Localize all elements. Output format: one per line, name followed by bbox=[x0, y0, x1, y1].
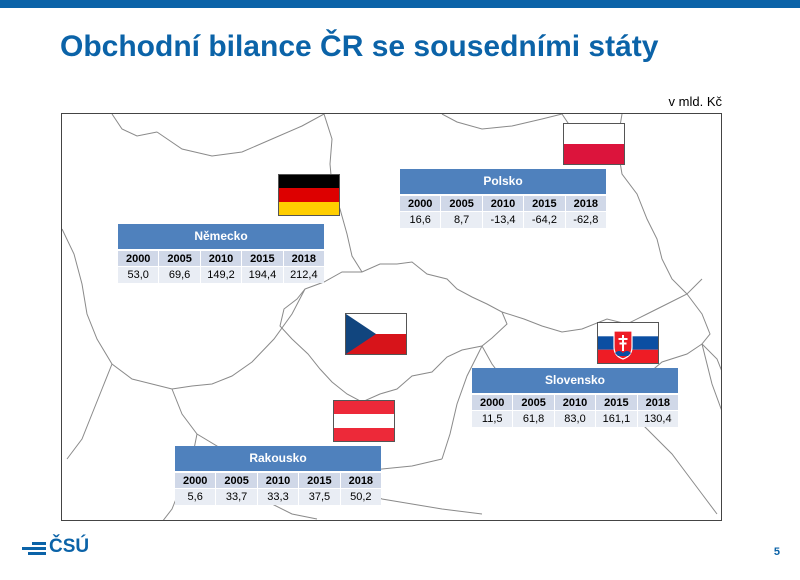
value-cell: 161,1 bbox=[596, 411, 638, 427]
table-rakousko: Rakousko 2000 2005 2010 2015 2018 5,6 33… bbox=[175, 446, 382, 505]
pl-sk-border bbox=[501, 278, 703, 333]
values-row: 53,0 69,6 149,2 194,4 212,4 bbox=[118, 267, 325, 283]
value-cell: -62,8 bbox=[565, 212, 607, 228]
values-row: 11,5 61,8 83,0 161,1 130,4 bbox=[472, 411, 679, 427]
value-cell: 37,5 bbox=[299, 489, 341, 505]
value-cell: 11,5 bbox=[472, 411, 514, 427]
year-cell: 2000 bbox=[400, 196, 442, 212]
czech-flag bbox=[345, 313, 407, 355]
value-cell: 16,6 bbox=[400, 212, 442, 228]
year-cell: 2000 bbox=[118, 251, 160, 267]
years-row: 2000 2005 2010 2015 2018 bbox=[400, 196, 607, 212]
value-cell: 50,2 bbox=[340, 489, 382, 505]
year-cell: 2000 bbox=[472, 395, 514, 411]
value-cell: 5,6 bbox=[175, 489, 217, 505]
baltic-coast bbox=[156, 114, 325, 157]
year-cell: 2005 bbox=[159, 251, 201, 267]
logo-text: ČSÚ bbox=[49, 536, 90, 557]
years-row: 2000 2005 2010 2015 2018 bbox=[118, 251, 325, 267]
ro-ua-border bbox=[701, 343, 721, 410]
value-cell: 212,4 bbox=[283, 267, 325, 283]
value-cell: 33,3 bbox=[257, 489, 300, 505]
at-hu-border bbox=[441, 345, 483, 460]
table-slovensko: Slovensko 2000 2005 2010 2015 2018 11,5 … bbox=[472, 368, 679, 427]
austria-flag bbox=[333, 400, 395, 442]
value-cell: 61,8 bbox=[513, 411, 555, 427]
year-cell: 2010 bbox=[554, 395, 597, 411]
years-row: 2000 2005 2010 2015 2018 bbox=[175, 473, 382, 489]
values-row: 5,6 33,7 33,3 37,5 50,2 bbox=[175, 489, 382, 505]
years-row: 2000 2005 2010 2015 2018 bbox=[472, 395, 679, 411]
value-cell: -64,2 bbox=[524, 212, 566, 228]
slovakia-flag bbox=[597, 322, 659, 364]
value-cell: -13,4 bbox=[482, 212, 525, 228]
value-cell: 53,0 bbox=[118, 267, 160, 283]
year-cell: 2015 bbox=[596, 395, 638, 411]
value-cell: 194,4 bbox=[242, 267, 284, 283]
year-cell: 2010 bbox=[482, 196, 525, 212]
year-cell: 2005 bbox=[216, 473, 258, 489]
unit-label: v mld. Kč bbox=[668, 94, 722, 109]
top-accent-bar bbox=[0, 0, 800, 8]
year-cell: 2005 bbox=[513, 395, 555, 411]
value-cell: 130,4 bbox=[637, 411, 679, 427]
year-cell: 2018 bbox=[283, 251, 325, 267]
sk-east-border bbox=[686, 293, 721, 371]
year-cell: 2010 bbox=[200, 251, 243, 267]
table-header: Německo bbox=[118, 224, 324, 251]
year-cell: 2015 bbox=[524, 196, 566, 212]
map-frame: Polsko 2000 2005 2010 2015 2018 16,6 8,7… bbox=[61, 113, 722, 521]
year-cell: 2018 bbox=[637, 395, 679, 411]
table-header: Polsko bbox=[400, 169, 606, 196]
value-cell: 149,2 bbox=[200, 267, 243, 283]
at-de-border bbox=[171, 288, 306, 390]
ch-fr-border bbox=[66, 363, 113, 460]
table-polsko: Polsko 2000 2005 2010 2015 2018 16,6 8,7… bbox=[400, 169, 607, 228]
germany-flag bbox=[278, 174, 340, 216]
year-cell: 2000 bbox=[175, 473, 217, 489]
de-west-border bbox=[62, 228, 173, 390]
value-cell: 33,7 bbox=[216, 489, 258, 505]
value-cell: 83,0 bbox=[554, 411, 597, 427]
year-cell: 2015 bbox=[242, 251, 284, 267]
poland-flag bbox=[563, 123, 625, 165]
values-row: 16,6 8,7 -13,4 -64,2 -62,8 bbox=[400, 212, 607, 228]
csu-logo: ČSÚ bbox=[22, 536, 102, 558]
year-cell: 2015 bbox=[299, 473, 341, 489]
year-cell: 2018 bbox=[565, 196, 607, 212]
year-cell: 2010 bbox=[257, 473, 300, 489]
value-cell: 8,7 bbox=[441, 212, 483, 228]
baltic-coast-pl bbox=[441, 114, 563, 130]
de-dk-border bbox=[111, 114, 158, 137]
year-cell: 2005 bbox=[441, 196, 483, 212]
pl-east-border bbox=[616, 114, 688, 295]
year-cell: 2018 bbox=[340, 473, 382, 489]
page-title: Obchodní bilance ČR se sousedními státy bbox=[60, 30, 659, 63]
czech-border bbox=[279, 261, 508, 403]
table-header: Rakousko bbox=[175, 446, 381, 473]
page-number: 5 bbox=[773, 546, 780, 558]
table-header: Slovensko bbox=[472, 368, 678, 395]
value-cell: 69,6 bbox=[159, 267, 201, 283]
table-nemecko: Německo 2000 2005 2010 2015 2018 53,0 69… bbox=[118, 224, 325, 283]
